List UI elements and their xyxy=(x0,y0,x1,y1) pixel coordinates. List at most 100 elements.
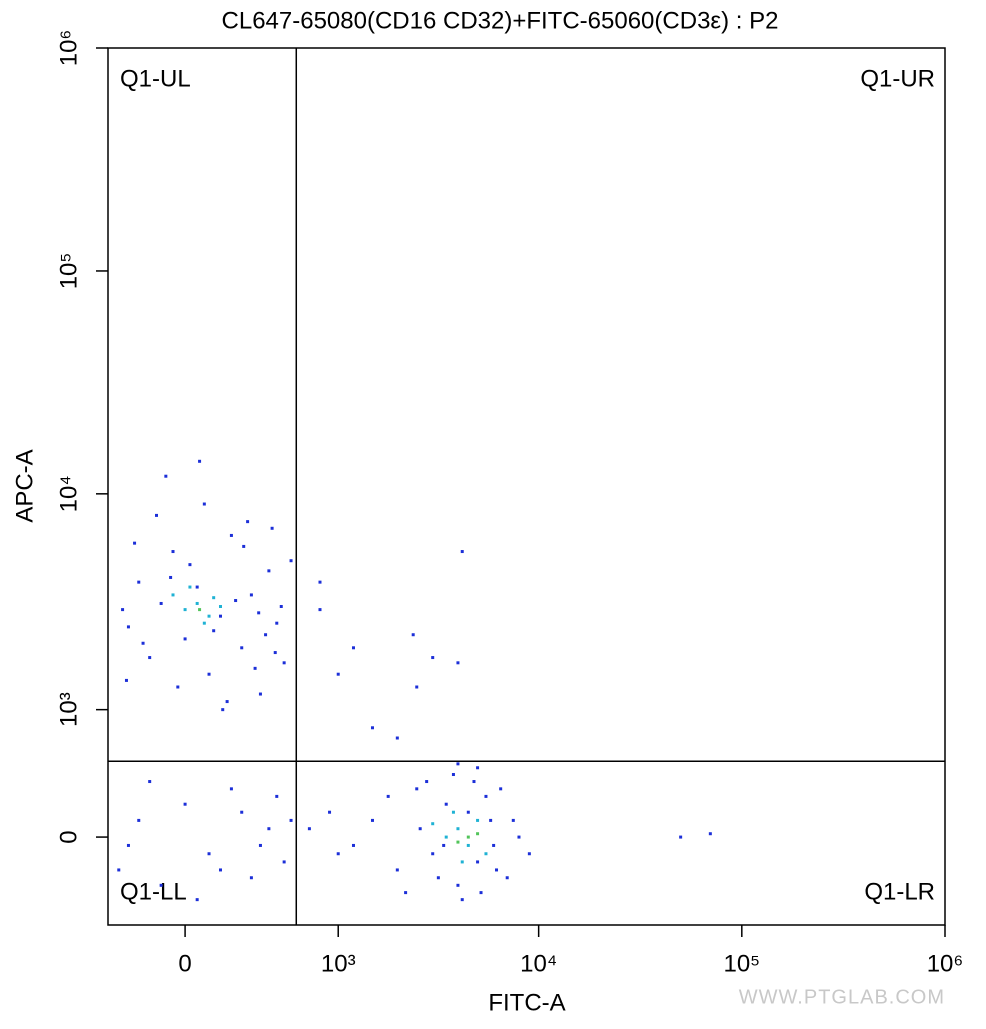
point xyxy=(195,898,199,902)
point xyxy=(137,818,141,822)
point xyxy=(484,852,488,856)
point xyxy=(202,621,206,625)
point xyxy=(188,585,192,589)
point xyxy=(171,593,175,597)
point xyxy=(126,625,130,629)
point xyxy=(495,868,499,872)
point xyxy=(708,832,712,836)
point xyxy=(466,835,470,839)
point xyxy=(121,608,125,612)
x-tick-label: 10⁴ xyxy=(520,950,557,977)
point xyxy=(328,810,332,814)
point xyxy=(336,672,340,676)
point xyxy=(451,773,455,777)
point xyxy=(225,700,229,704)
chart-title: CL647-65080(CD16 CD32)+FITC-65060(CD3ε) … xyxy=(222,7,779,34)
point xyxy=(229,787,233,791)
x-tick-label: 10⁵ xyxy=(723,950,760,977)
point xyxy=(195,585,199,589)
point xyxy=(117,868,121,872)
point xyxy=(198,459,202,463)
point xyxy=(472,780,476,784)
point xyxy=(431,822,435,826)
point xyxy=(154,513,158,517)
point xyxy=(282,860,286,864)
point xyxy=(386,794,390,798)
point xyxy=(370,726,374,730)
point xyxy=(336,852,340,856)
point xyxy=(253,666,257,670)
point xyxy=(188,563,192,567)
point xyxy=(159,601,163,605)
point xyxy=(218,604,222,608)
point xyxy=(415,787,419,791)
point xyxy=(289,559,293,563)
x-tick-label: 10³ xyxy=(321,950,356,977)
point xyxy=(511,818,515,822)
point xyxy=(267,827,271,831)
x-axis-label: FITC-A xyxy=(488,989,565,1016)
point xyxy=(264,633,268,637)
point xyxy=(517,835,521,839)
point xyxy=(411,633,415,637)
point xyxy=(218,868,222,872)
point xyxy=(456,827,460,831)
point xyxy=(444,802,448,806)
point xyxy=(460,550,464,554)
point xyxy=(451,810,455,814)
point xyxy=(466,810,470,814)
point xyxy=(499,787,503,791)
point xyxy=(212,629,216,633)
quadrant-label: Q1-LR xyxy=(864,878,935,905)
point xyxy=(240,646,244,650)
point xyxy=(126,843,130,847)
point xyxy=(492,843,496,847)
quadrant-label: Q1-UR xyxy=(860,65,935,92)
point xyxy=(456,883,460,887)
y-tick-label: 10³ xyxy=(55,692,82,727)
point xyxy=(307,827,311,831)
watermark: WWW.PTGLAB.COM xyxy=(739,986,945,1008)
y-tick-label: 10⁵ xyxy=(55,253,82,290)
point xyxy=(258,692,262,696)
point xyxy=(202,502,206,506)
point xyxy=(207,614,211,618)
point xyxy=(183,637,187,641)
point xyxy=(456,762,460,766)
y-tick-label: 10⁴ xyxy=(55,475,82,512)
point xyxy=(425,780,429,784)
point xyxy=(148,656,152,660)
point xyxy=(436,876,440,880)
point xyxy=(242,544,246,548)
point xyxy=(141,641,145,645)
point xyxy=(183,608,187,612)
point xyxy=(257,611,261,615)
point xyxy=(460,898,464,902)
point xyxy=(212,596,216,600)
point xyxy=(273,651,277,655)
quadrant-label: Q1-UL xyxy=(120,65,191,92)
point xyxy=(258,843,262,847)
point xyxy=(444,835,448,839)
point xyxy=(404,891,408,895)
point xyxy=(124,678,128,682)
point xyxy=(249,593,253,597)
point xyxy=(198,608,202,612)
plot-frame xyxy=(107,47,946,926)
point xyxy=(164,474,168,478)
point xyxy=(679,835,683,839)
quadrant-label: Q1-LL xyxy=(120,878,187,905)
point xyxy=(176,685,180,689)
point xyxy=(351,843,355,847)
point xyxy=(169,575,173,579)
y-axis-label: APC-A xyxy=(11,449,38,522)
point xyxy=(267,569,271,573)
point xyxy=(476,766,480,770)
point xyxy=(484,794,488,798)
point xyxy=(171,550,175,554)
point xyxy=(159,883,163,887)
point xyxy=(275,794,279,798)
point xyxy=(282,661,286,665)
point xyxy=(195,601,199,605)
